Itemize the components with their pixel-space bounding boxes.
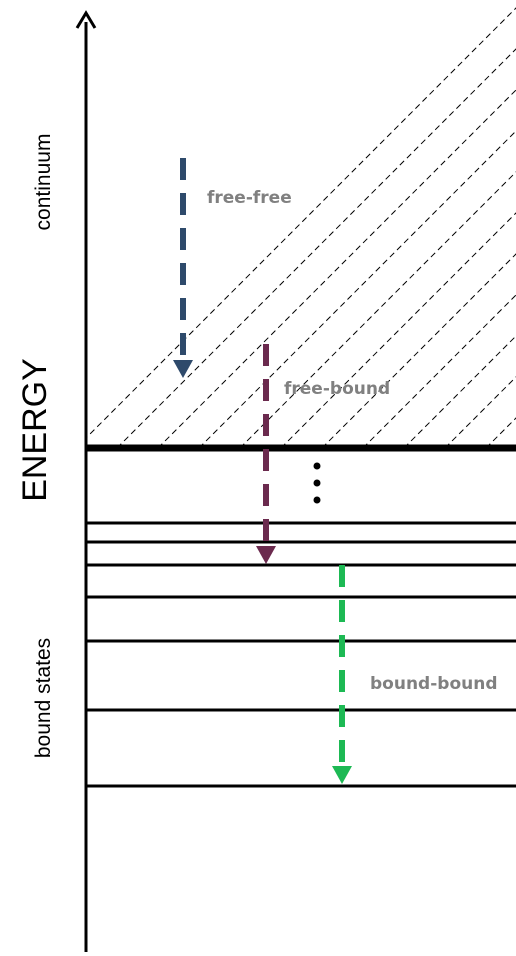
ellipsis-dot — [313, 479, 321, 487]
hatch-line — [116, 48, 516, 448]
ellipsis-dot — [313, 462, 321, 470]
free-bound-label: free-bound — [284, 379, 390, 399]
continuum-hatch — [86, 7, 516, 448]
continuum-label: continuum — [32, 134, 55, 231]
free-free-label: free-free — [207, 188, 292, 208]
bound-bound-arrowhead — [332, 766, 352, 784]
energy-axis-label: ENERGY — [16, 358, 54, 502]
ellipsis-dot — [313, 496, 321, 504]
hatch-line — [362, 294, 516, 448]
hatch-line — [157, 89, 516, 448]
hatch-line — [280, 212, 516, 448]
free-bound-arrowhead — [256, 546, 276, 564]
hatch-line — [321, 253, 516, 448]
bound-levels — [86, 521, 516, 788]
free-free-transition — [173, 158, 193, 378]
energy-axis-arrowhead — [75, 10, 97, 29]
bound-bound-transition — [332, 565, 352, 784]
hatch-line — [86, 7, 516, 439]
ellipsis-dots — [313, 462, 321, 504]
hatch-line — [239, 171, 516, 448]
bound-states-label: bound states — [32, 638, 55, 758]
hatch-line — [198, 130, 516, 448]
free-free-arrowhead — [173, 360, 193, 378]
free-bound-transition — [256, 344, 276, 564]
hatch-line — [403, 335, 516, 448]
bound-bound-label: bound-bound — [370, 674, 498, 694]
hatch-line — [444, 376, 516, 448]
